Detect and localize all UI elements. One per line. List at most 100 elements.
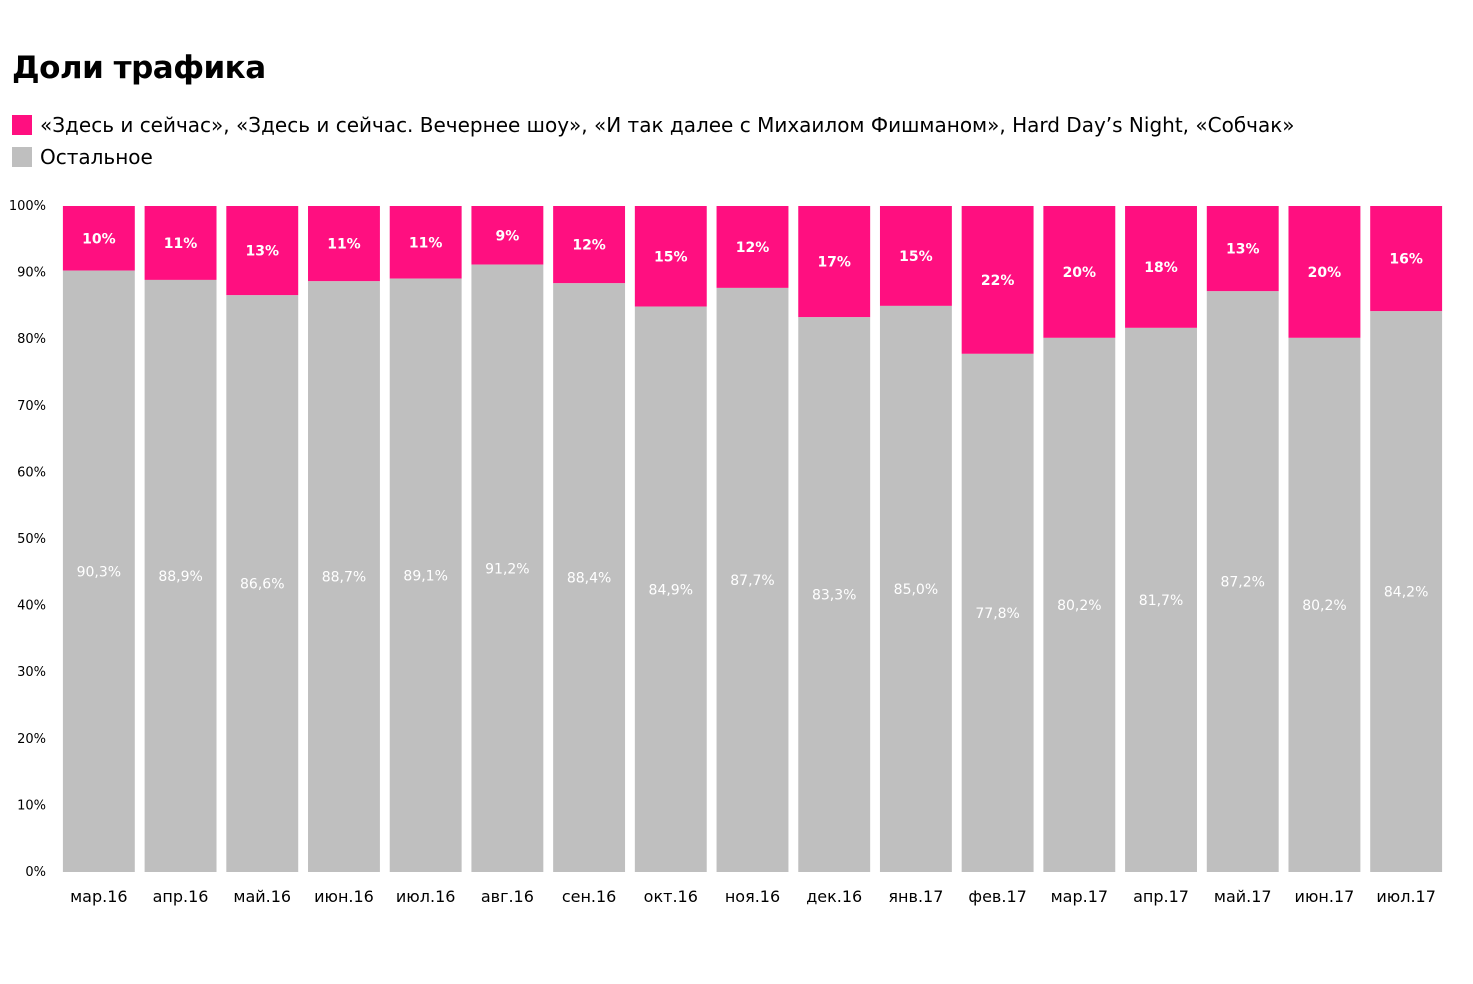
x-tick-label: мар.17 xyxy=(1051,887,1108,906)
data-label-pink: 13% xyxy=(246,244,280,260)
bar-segment-gray xyxy=(1370,311,1443,872)
bar-segment-gray xyxy=(1206,291,1279,872)
x-tick-label: янв.17 xyxy=(888,887,943,906)
y-tick-label: 60% xyxy=(17,465,46,480)
y-tick-label: 100% xyxy=(9,199,46,214)
bar-segment-gray xyxy=(553,283,626,873)
chart-title: Доли трафика xyxy=(12,50,266,86)
legend-item-pink: «Здесь и сейчас», «Здесь и сейчас. Вечер… xyxy=(12,113,1295,137)
data-label-gray: 90,3% xyxy=(77,564,121,580)
data-label-gray: 89,1% xyxy=(403,568,447,584)
bar-segment-pink xyxy=(553,206,626,284)
bar-segment-gray xyxy=(471,264,544,872)
x-tick-label: апр.17 xyxy=(1133,887,1189,906)
data-label-gray: 81,7% xyxy=(1139,593,1183,609)
data-label-gray: 83,3% xyxy=(812,588,856,604)
y-tick-label: 20% xyxy=(17,732,46,747)
y-tick-label: 50% xyxy=(17,532,46,547)
y-tick-label: 10% xyxy=(17,798,46,813)
data-label-pink: 12% xyxy=(572,238,606,254)
bar-segment-pink xyxy=(471,206,544,265)
y-tick-label: 0% xyxy=(25,865,46,880)
bar-segment-pink xyxy=(1206,206,1279,292)
bar-segment-pink xyxy=(1043,206,1116,338)
y-tick-label: 70% xyxy=(17,399,46,414)
x-tick-label: июн.16 xyxy=(314,887,374,906)
bar-segment-pink xyxy=(634,206,707,307)
data-label-gray: 84,9% xyxy=(649,582,693,598)
bar-segment-gray xyxy=(389,278,462,872)
x-tick-label: авг.16 xyxy=(481,887,534,906)
x-tick-label: июл.17 xyxy=(1376,887,1436,906)
data-label-gray: 77,8% xyxy=(975,606,1019,622)
y-tick-label: 30% xyxy=(17,665,46,680)
data-label-pink: 16% xyxy=(1389,252,1423,268)
bar-segment-gray xyxy=(716,287,789,873)
data-label-pink: 10% xyxy=(82,231,116,247)
bar-segment-gray xyxy=(226,295,299,872)
data-label-pink: 13% xyxy=(1226,242,1260,258)
x-tick-label: дек.16 xyxy=(806,887,862,906)
x-tick-label: мар.16 xyxy=(70,887,127,906)
data-label-gray: 88,9% xyxy=(158,569,202,585)
data-label-pink: 20% xyxy=(1063,265,1097,281)
data-label-gray: 80,2% xyxy=(1057,598,1101,614)
legend-label-pink: «Здесь и сейчас», «Здесь и сейчас. Вечер… xyxy=(40,113,1295,137)
y-tick-label: 40% xyxy=(17,599,46,614)
bar-segment-pink xyxy=(226,206,299,296)
bar-segment-gray xyxy=(144,279,217,872)
data-label-gray: 86,6% xyxy=(240,577,284,593)
bar-segment-pink xyxy=(1288,206,1361,338)
bar-segment-gray xyxy=(308,281,380,872)
data-label-pink: 15% xyxy=(899,249,933,265)
bar-segment-gray xyxy=(634,306,707,872)
y-tick-label: 80% xyxy=(17,332,46,347)
bar-segment-gray xyxy=(879,305,952,872)
legend-label-gray: Остальное xyxy=(40,145,153,169)
data-label-gray: 91,2% xyxy=(485,561,529,577)
data-label-gray: 84,2% xyxy=(1384,585,1428,601)
x-tick-label: фев.17 xyxy=(968,887,1026,906)
bar-segment-pink xyxy=(798,206,871,318)
bar-segment-pink xyxy=(144,206,217,280)
bar-segment-pink xyxy=(1125,206,1197,328)
x-tick-label: июл.16 xyxy=(396,887,456,906)
bar-segment-gray xyxy=(62,270,135,872)
data-label-gray: 80,2% xyxy=(1302,598,1346,614)
legend-item-gray: Остальное xyxy=(12,145,153,169)
legend-swatch-gray xyxy=(12,147,32,167)
legend-swatch-pink xyxy=(12,115,32,135)
bar-segment-pink xyxy=(1370,206,1443,312)
data-label-gray: 85,0% xyxy=(894,582,938,598)
x-tick-label: сен.16 xyxy=(562,887,617,906)
data-label-pink: 11% xyxy=(327,237,361,253)
data-label-gray: 88,7% xyxy=(322,570,366,586)
data-label-pink: 17% xyxy=(817,255,851,271)
data-label-pink: 20% xyxy=(1308,265,1342,281)
data-label-pink: 11% xyxy=(164,236,198,252)
bar-segment-gray xyxy=(961,353,1034,872)
data-label-gray: 88,4% xyxy=(567,571,611,587)
bar-segment-pink xyxy=(716,206,789,288)
data-label-pink: 18% xyxy=(1144,260,1178,276)
data-label-pink: 12% xyxy=(736,240,770,256)
data-label-gray: 87,7% xyxy=(730,573,774,589)
bar-segment-pink xyxy=(879,206,952,306)
data-label-pink: 11% xyxy=(409,235,443,251)
bar-segment-gray xyxy=(798,317,871,872)
bar-segment-gray xyxy=(1043,337,1116,872)
x-tick-label: окт.16 xyxy=(644,887,698,906)
x-tick-label: май.17 xyxy=(1214,887,1272,906)
bar-segment-gray xyxy=(1125,327,1197,872)
x-tick-label: май.16 xyxy=(233,887,291,906)
bar-segment-pink xyxy=(308,206,380,282)
data-label-pink: 15% xyxy=(654,249,688,265)
bar-segment-pink xyxy=(62,206,135,271)
data-label-pink: 22% xyxy=(981,273,1015,289)
bar-segment-pink xyxy=(389,206,462,279)
x-tick-label: апр.16 xyxy=(153,887,209,906)
y-tick-label: 90% xyxy=(17,266,46,281)
bar-segment-gray xyxy=(1288,337,1361,872)
bar-segment-pink xyxy=(961,206,1034,354)
